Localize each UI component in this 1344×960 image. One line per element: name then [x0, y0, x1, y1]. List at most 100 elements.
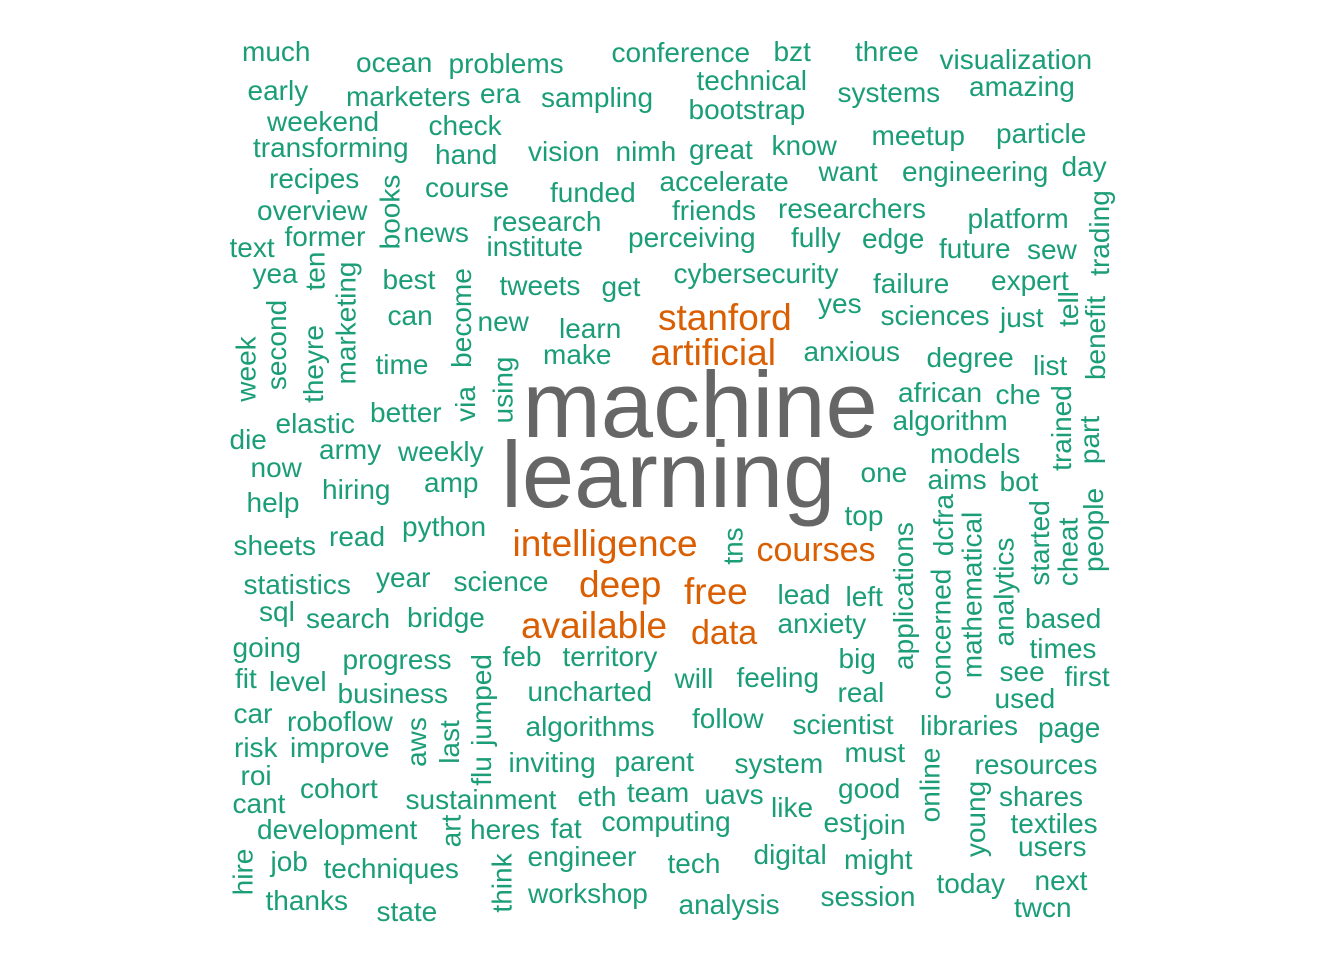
word-cybersecurity: cybersecurity — [673, 258, 839, 289]
word-learning: learning — [501, 422, 836, 527]
word-first: first — [1064, 661, 1110, 692]
word-can: can — [387, 300, 433, 331]
word-real: real — [837, 677, 885, 708]
word-friends: friends — [672, 195, 757, 226]
word-level: level — [269, 666, 327, 697]
word-failure: failure — [873, 268, 950, 299]
word-make: make — [543, 339, 612, 370]
word-think: think — [486, 853, 518, 913]
word-risk: risk — [234, 732, 278, 763]
word-three: three — [855, 36, 919, 67]
word-researchers: researchers — [778, 193, 926, 224]
word-system: system — [734, 748, 824, 779]
word-machine: machine — [522, 352, 878, 457]
word-become: become — [445, 268, 477, 368]
word-stanford: stanford — [658, 296, 792, 338]
word-list: list — [1033, 350, 1068, 381]
word-degree: degree — [926, 342, 1014, 373]
word-page: page — [1038, 712, 1101, 743]
word-learn: learn — [559, 313, 622, 344]
word-territory: territory — [562, 641, 658, 672]
word-marketers: marketers — [346, 81, 471, 112]
word-fat: fat — [550, 813, 582, 844]
word-artificial: artificial — [650, 331, 776, 373]
word-young: young — [960, 780, 992, 858]
word-best: best — [382, 264, 436, 295]
word-scientist: scientist — [792, 709, 894, 740]
word-vision: vision — [528, 136, 600, 167]
word-roboflow: roboflow — [287, 706, 393, 737]
word-amazing: amazing — [969, 71, 1075, 102]
word-theyre: theyre — [297, 325, 329, 403]
word-bridge: bridge — [407, 602, 485, 633]
word-transforming: transforming — [253, 132, 409, 163]
word-time: time — [375, 349, 429, 380]
word-heres: heres — [470, 814, 541, 845]
word-development: development — [257, 814, 418, 845]
word-feeling: feeling — [736, 662, 820, 693]
word-left: left — [845, 581, 883, 612]
word-used: used — [994, 683, 1056, 714]
word-last: last — [433, 720, 465, 764]
word-might: might — [844, 844, 913, 875]
word-today: today — [936, 868, 1006, 899]
word-get: get — [601, 271, 641, 302]
word-sew: sew — [1027, 234, 1077, 265]
word-tweets: tweets — [499, 270, 581, 301]
word-amp: amp — [424, 467, 479, 498]
word-african: african — [898, 377, 983, 408]
word-systems: systems — [837, 77, 941, 108]
word-applications: applications — [887, 522, 919, 670]
word-thanks: thanks — [265, 885, 349, 916]
word-using: using — [486, 356, 518, 424]
word-ocean: ocean — [356, 47, 433, 78]
word-users: users — [1018, 831, 1087, 862]
word-analytics: analytics — [987, 537, 1019, 647]
word-day: day — [1061, 151, 1107, 182]
word-anxious: anxious — [803, 336, 901, 367]
word-progress: progress — [342, 644, 452, 675]
word-conference: conference — [611, 37, 751, 68]
word-now: now — [250, 452, 302, 483]
word-mathematical: mathematical — [955, 511, 987, 679]
word-edge: edge — [862, 223, 925, 254]
word-analysis: analysis — [678, 889, 780, 920]
word-bot: bot — [999, 466, 1039, 497]
word-weekly: weekly — [398, 436, 484, 467]
word-che: che — [995, 379, 1041, 410]
word-future: future — [939, 233, 1011, 264]
word-big: big — [838, 643, 876, 674]
word-want: want — [818, 156, 878, 187]
word-cant: cant — [232, 788, 286, 819]
word-flu: flu — [465, 756, 497, 786]
word-algorithms: algorithms — [525, 711, 655, 742]
word-anxiety: anxiety — [777, 608, 867, 639]
word-next: next — [1034, 865, 1088, 896]
word-intelligence: intelligence — [512, 522, 698, 564]
word-news: news — [403, 217, 469, 248]
word-course: course — [425, 172, 510, 203]
word-know: know — [771, 130, 837, 161]
word-techniques: techniques — [323, 853, 459, 884]
word-uncharted: uncharted — [527, 676, 653, 707]
word-trading: trading — [1083, 190, 1115, 276]
word-science: science — [453, 566, 549, 597]
word-fit: fit — [235, 663, 257, 694]
word-great: great — [689, 134, 753, 165]
word-tech: tech — [667, 848, 721, 879]
word-overview: overview — [257, 195, 368, 226]
word-just: just — [1000, 302, 1044, 333]
word-dcfra: dcfra — [928, 493, 960, 557]
word-hand: hand — [435, 139, 498, 170]
word-search: search — [306, 603, 391, 634]
word-people: people — [1078, 487, 1110, 573]
word-follow: follow — [692, 703, 764, 734]
word-weekend: weekend — [267, 106, 380, 137]
word-improve: improve — [290, 732, 390, 763]
word-research: research — [492, 206, 602, 237]
word-times: times — [1029, 633, 1097, 664]
word-statistics: statistics — [243, 569, 351, 600]
word-sampling: sampling — [541, 82, 654, 113]
word-online: online — [913, 747, 945, 823]
word-twcn: twcn — [1014, 892, 1072, 923]
